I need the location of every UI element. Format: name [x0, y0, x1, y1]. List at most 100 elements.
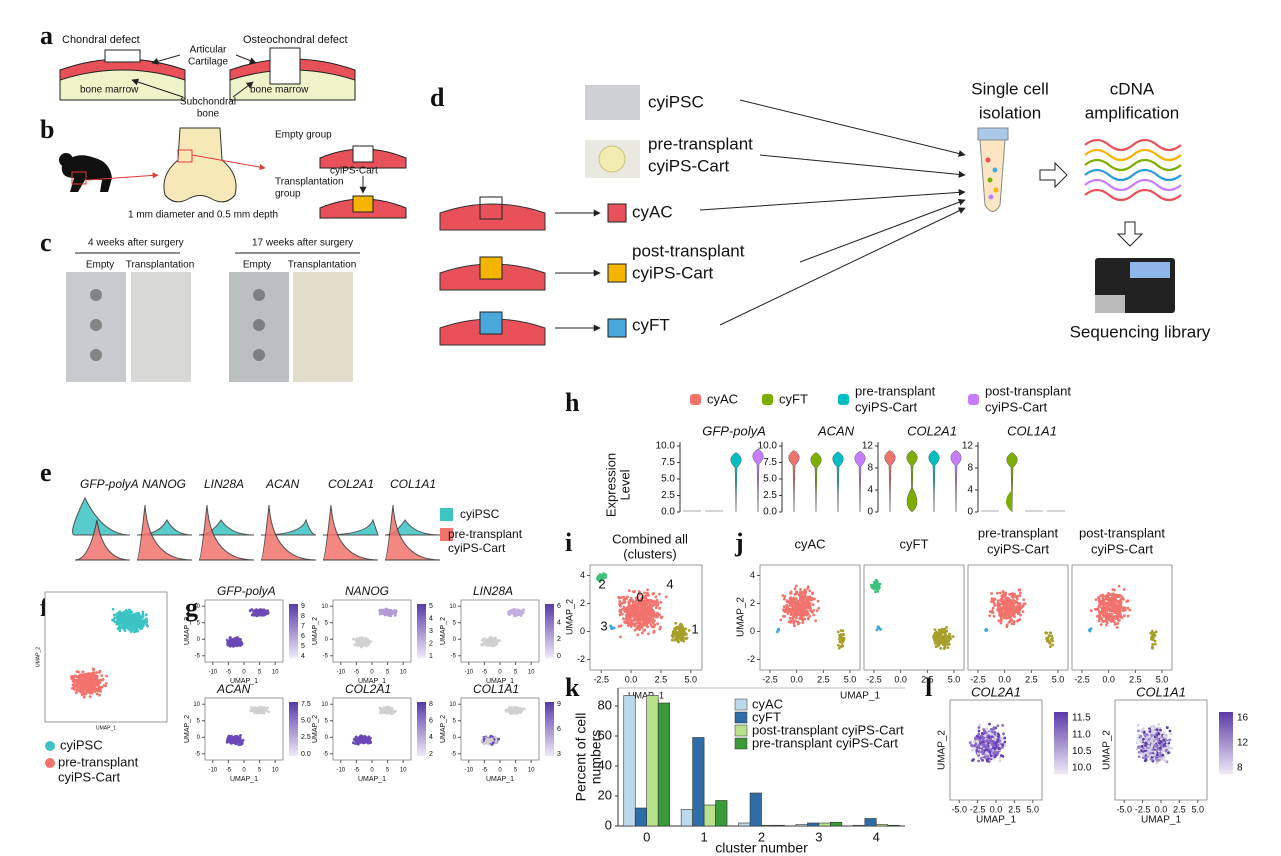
cell-dot [785, 600, 789, 604]
cell-dot [97, 671, 101, 674]
ridge [72, 496, 131, 536]
cell-dot [260, 609, 264, 613]
cdna-wave [1084, 178, 1182, 192]
photo [131, 272, 191, 382]
cell-dot [391, 710, 395, 714]
cell-dot [1095, 614, 1099, 618]
cell-dot [648, 614, 652, 617]
x-tick-label: 0 [242, 768, 246, 774]
cell-dot [643, 622, 647, 626]
bar [864, 818, 877, 827]
cell-dot [265, 708, 268, 712]
cell-dot [629, 596, 633, 600]
cell-dot [990, 592, 993, 595]
x-tick-label: -2.5 [593, 674, 609, 684]
cell-dot [1008, 620, 1012, 624]
label: (clusters) [623, 546, 676, 561]
cell-dot [782, 605, 786, 609]
cell-dot [640, 626, 644, 629]
cell-dot [647, 632, 650, 636]
cell-dot [123, 628, 127, 632]
cell-dot [1019, 591, 1022, 595]
cell-dot [804, 610, 808, 614]
legend-dot [45, 741, 55, 751]
pointer [131, 78, 184, 98]
cell-dot [798, 593, 802, 597]
cell-dot [674, 632, 677, 636]
label: UMAP_1 [358, 678, 386, 685]
cell-dot [231, 738, 235, 742]
cell-dot [870, 586, 874, 589]
cell-dot [789, 619, 793, 623]
colorbar [545, 702, 554, 756]
cell-dot [788, 616, 792, 620]
pointer [151, 54, 181, 65]
cell-dot [989, 727, 993, 731]
cell-dot [74, 691, 78, 695]
x-tick-label: 5.0 [844, 674, 857, 684]
cell-dot [89, 674, 93, 678]
colorbar-tick-label: 2 [557, 636, 561, 643]
cell-dot [239, 739, 243, 742]
plot-area [863, 564, 965, 671]
label: UMAP_1 [628, 690, 664, 700]
label: pre-transplant [855, 383, 936, 398]
cell-dot [997, 602, 1001, 605]
cell-dot [793, 619, 797, 623]
x-tick-label: -2.5 [1074, 674, 1090, 684]
cell-dot [142, 619, 146, 622]
cell-dot [489, 635, 493, 639]
cell-dot [644, 602, 648, 605]
x-tick-label: 2.5 [1129, 674, 1142, 684]
cell [992, 167, 998, 173]
y-tick-label: 0 [605, 817, 612, 832]
label: Empty [243, 260, 271, 271]
violin [906, 450, 918, 513]
cell-dot [674, 621, 678, 625]
cell-dot [659, 625, 662, 629]
cell-dot [1012, 612, 1016, 616]
y-tick-label: 4 [867, 485, 873, 496]
cell-dot [1012, 599, 1016, 602]
cell-dot [795, 590, 799, 594]
cell-dot [946, 646, 950, 650]
cell-dot [677, 640, 680, 644]
cell-dot [1098, 603, 1102, 607]
cell-dot [1016, 609, 1020, 613]
cell-dot [635, 627, 639, 630]
cell-dot [1113, 599, 1117, 603]
pellet [598, 145, 626, 173]
cell-dot [1017, 602, 1021, 605]
bar [795, 824, 808, 827]
cell-dot [1005, 616, 1008, 619]
cell-dot [1125, 599, 1129, 603]
cell-dot [802, 614, 806, 617]
cell-dot [256, 708, 260, 712]
cell-dot [1104, 623, 1108, 627]
cell-dot [1128, 608, 1132, 612]
cell-dot [488, 740, 492, 744]
arrow [87, 172, 159, 181]
label: pre-transplant [978, 525, 1059, 540]
label: UMAP_1 [486, 776, 514, 783]
cell-dot [80, 690, 84, 694]
cell-dot [792, 615, 795, 619]
cell-dot [134, 629, 138, 633]
cell-dot [647, 609, 651, 613]
cell-dot [127, 612, 131, 616]
bar [657, 702, 670, 827]
cell-dot [232, 639, 236, 643]
label: cyiPS-Cart [632, 263, 714, 282]
cell-dot [138, 614, 142, 618]
cell-dot [77, 677, 81, 680]
cell-dot [252, 609, 256, 613]
y-tick-label: 5 [453, 620, 457, 626]
ridge [260, 518, 317, 536]
cell-dot [836, 643, 840, 647]
bar [715, 800, 728, 827]
cell-dot [806, 616, 810, 620]
cell-dot [364, 637, 368, 641]
cell-dot [367, 740, 371, 744]
cell-dot [1101, 613, 1105, 617]
cell-dot [640, 596, 644, 600]
